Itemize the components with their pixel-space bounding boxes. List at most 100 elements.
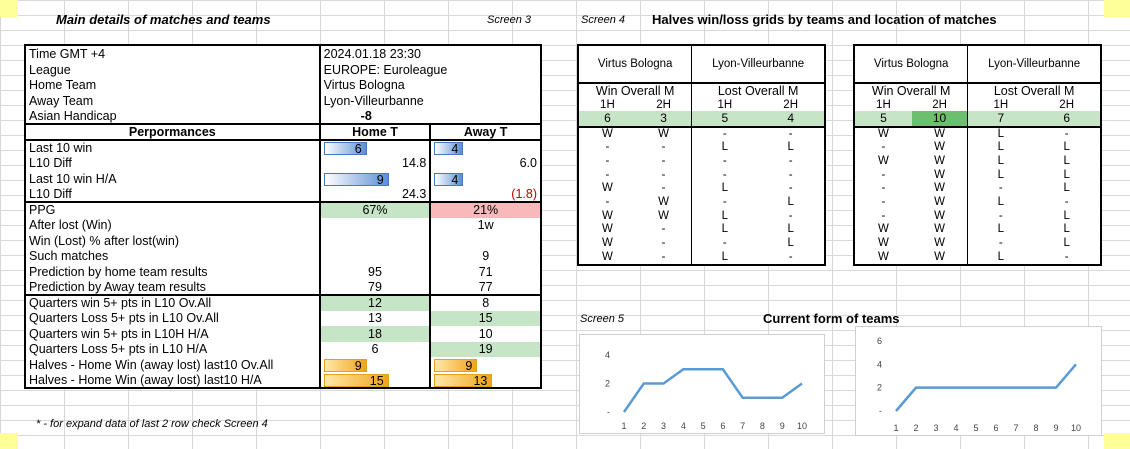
x-tick-label: 4: [681, 421, 686, 431]
form-title: Current form of teams: [763, 311, 900, 326]
grid-cell: -: [881, 209, 886, 222]
info-value: Virtus Bologna: [319, 77, 543, 93]
quarter-row-label: Quarters win 5+ pts in L10H H/A: [24, 326, 321, 342]
grid-header-lost: Lost Overall M: [691, 83, 825, 98]
grid-cell: W: [877, 155, 889, 168]
home-value: [319, 217, 432, 233]
grid-header-lost-text: Lost Overall M: [717, 84, 799, 98]
x-tick-label: 8: [1033, 423, 1038, 433]
grid-count: 6: [578, 111, 636, 128]
home-value: 67%: [319, 202, 432, 218]
away-value: 13: [430, 372, 542, 389]
away-value: 19: [430, 341, 542, 357]
perf-row-label: Win (Lost) % after lost(win): [24, 233, 321, 249]
grid-cell: L: [967, 195, 1034, 210]
grid-cell: -: [881, 168, 886, 181]
grid-header-win: Win Overall M: [854, 83, 968, 98]
info-value: Lyon-Villeurbanne: [319, 93, 543, 109]
grid-cell: -: [788, 209, 793, 222]
away-value-bar: 4: [434, 172, 464, 186]
info-value: -8: [319, 108, 543, 125]
grid-header-lost: Lost Overall M: [967, 83, 1101, 98]
grid-cell: L: [1063, 223, 1070, 236]
grid-cell: W: [934, 196, 945, 209]
home-value: 12: [319, 295, 432, 311]
grid-cell: -: [661, 141, 666, 154]
grid-cell: -: [1064, 128, 1069, 140]
away-value: 15: [430, 310, 542, 326]
screen4-label: Screen 4: [581, 14, 626, 26]
screen3-label: Screen 3: [487, 14, 532, 26]
grid-cell: W: [601, 237, 613, 250]
info-label: Away Team: [24, 93, 321, 109]
x-tick-label: 5: [701, 421, 706, 431]
grid-cell: -: [661, 223, 666, 236]
away-value: 4: [430, 140, 542, 156]
grid-cell: W: [601, 128, 613, 140]
perf-row-label: After lost (Win): [24, 217, 321, 233]
x-tick-label: 1: [621, 421, 626, 431]
away-value: 9: [430, 357, 542, 373]
grid-cell: -: [605, 141, 610, 154]
grid-count: 3: [635, 111, 692, 128]
footnote: * - for expand data of last 2 row check …: [36, 418, 268, 430]
home-value: 9: [319, 357, 432, 373]
x-tick-label: 9: [780, 421, 785, 431]
quarter-row-label: Quarters win 5+ pts in L10 Ov.All: [24, 295, 321, 311]
grid-cell: W: [658, 128, 669, 140]
form-line: [895, 363, 1077, 412]
grids-title: Halves win/loss grids by teams and locat…: [652, 12, 997, 27]
y-tick-label: 2: [877, 383, 882, 393]
perf-row-label: L10 Diff: [24, 186, 321, 203]
grid-2h: 2H: [932, 98, 947, 111]
home-value: 95: [319, 264, 432, 280]
grid-cell: W: [934, 237, 945, 250]
perf-header-label: Perpormances: [24, 124, 321, 141]
perf-header-away: Away T: [430, 124, 542, 141]
grid-cell: W: [877, 237, 889, 250]
home-value-bar: 9: [323, 358, 367, 372]
home-value: 18: [319, 326, 432, 342]
perf-row-label: Prediction by Away team results: [24, 279, 321, 296]
grid-cell: -: [788, 250, 793, 263]
grid-cell: W: [601, 250, 613, 263]
x-tick-label: 6: [720, 421, 725, 431]
grid-cell: W: [934, 182, 945, 195]
form-line: [622, 368, 803, 413]
away-value: 6.0: [430, 155, 542, 171]
away-value: 9: [430, 248, 542, 264]
away-value: 1w: [430, 217, 542, 233]
grid-cell: L: [691, 141, 758, 155]
grid-1h: 1H: [876, 98, 891, 111]
away-value-bar: 4: [434, 142, 464, 156]
overall-grid: Virtus Bologna Lyon-Villeurbanne Win Overa…: [577, 44, 826, 266]
x-tick-label: 5: [973, 423, 978, 433]
x-tick-label: 1: [893, 423, 898, 433]
grid-cell: L: [1063, 237, 1070, 250]
away-value: 10: [430, 326, 542, 342]
away-value: 8: [430, 295, 542, 311]
grid-cell: -: [788, 155, 793, 168]
grid-cell: L: [787, 141, 794, 154]
match-details-table: Time GMT +4 2024.01.18 23:30 League EUROPE:…: [24, 44, 543, 389]
perf-row-label: Last 10 win: [24, 140, 321, 156]
grid-cell: -: [788, 128, 793, 140]
grid-cell: -: [661, 155, 666, 168]
y-tick-label: 6: [877, 336, 882, 346]
grid-cell: L: [691, 182, 758, 196]
grid-cell: -: [967, 209, 1034, 224]
x-tick-label: 10: [797, 421, 807, 431]
grid-cell: -: [661, 182, 666, 195]
grid-2h: 2H: [783, 98, 798, 111]
grid-cell: -: [1064, 250, 1069, 263]
grid-cell: L: [1063, 155, 1070, 168]
y-tick-label: -: [607, 407, 610, 417]
grid-cell: -: [605, 196, 610, 209]
home-value-bar: 15: [323, 373, 389, 387]
home-value: 15: [319, 372, 432, 389]
grid-cell: W: [934, 155, 945, 168]
grid-team-home: Virtus Bologna: [578, 45, 692, 84]
perf-row-label: Last 10 win H/A: [24, 171, 321, 187]
quarter-row-label: Halves - Home Win (away lost) last10 H/A: [24, 372, 321, 389]
y-tick-label: -: [879, 406, 882, 416]
